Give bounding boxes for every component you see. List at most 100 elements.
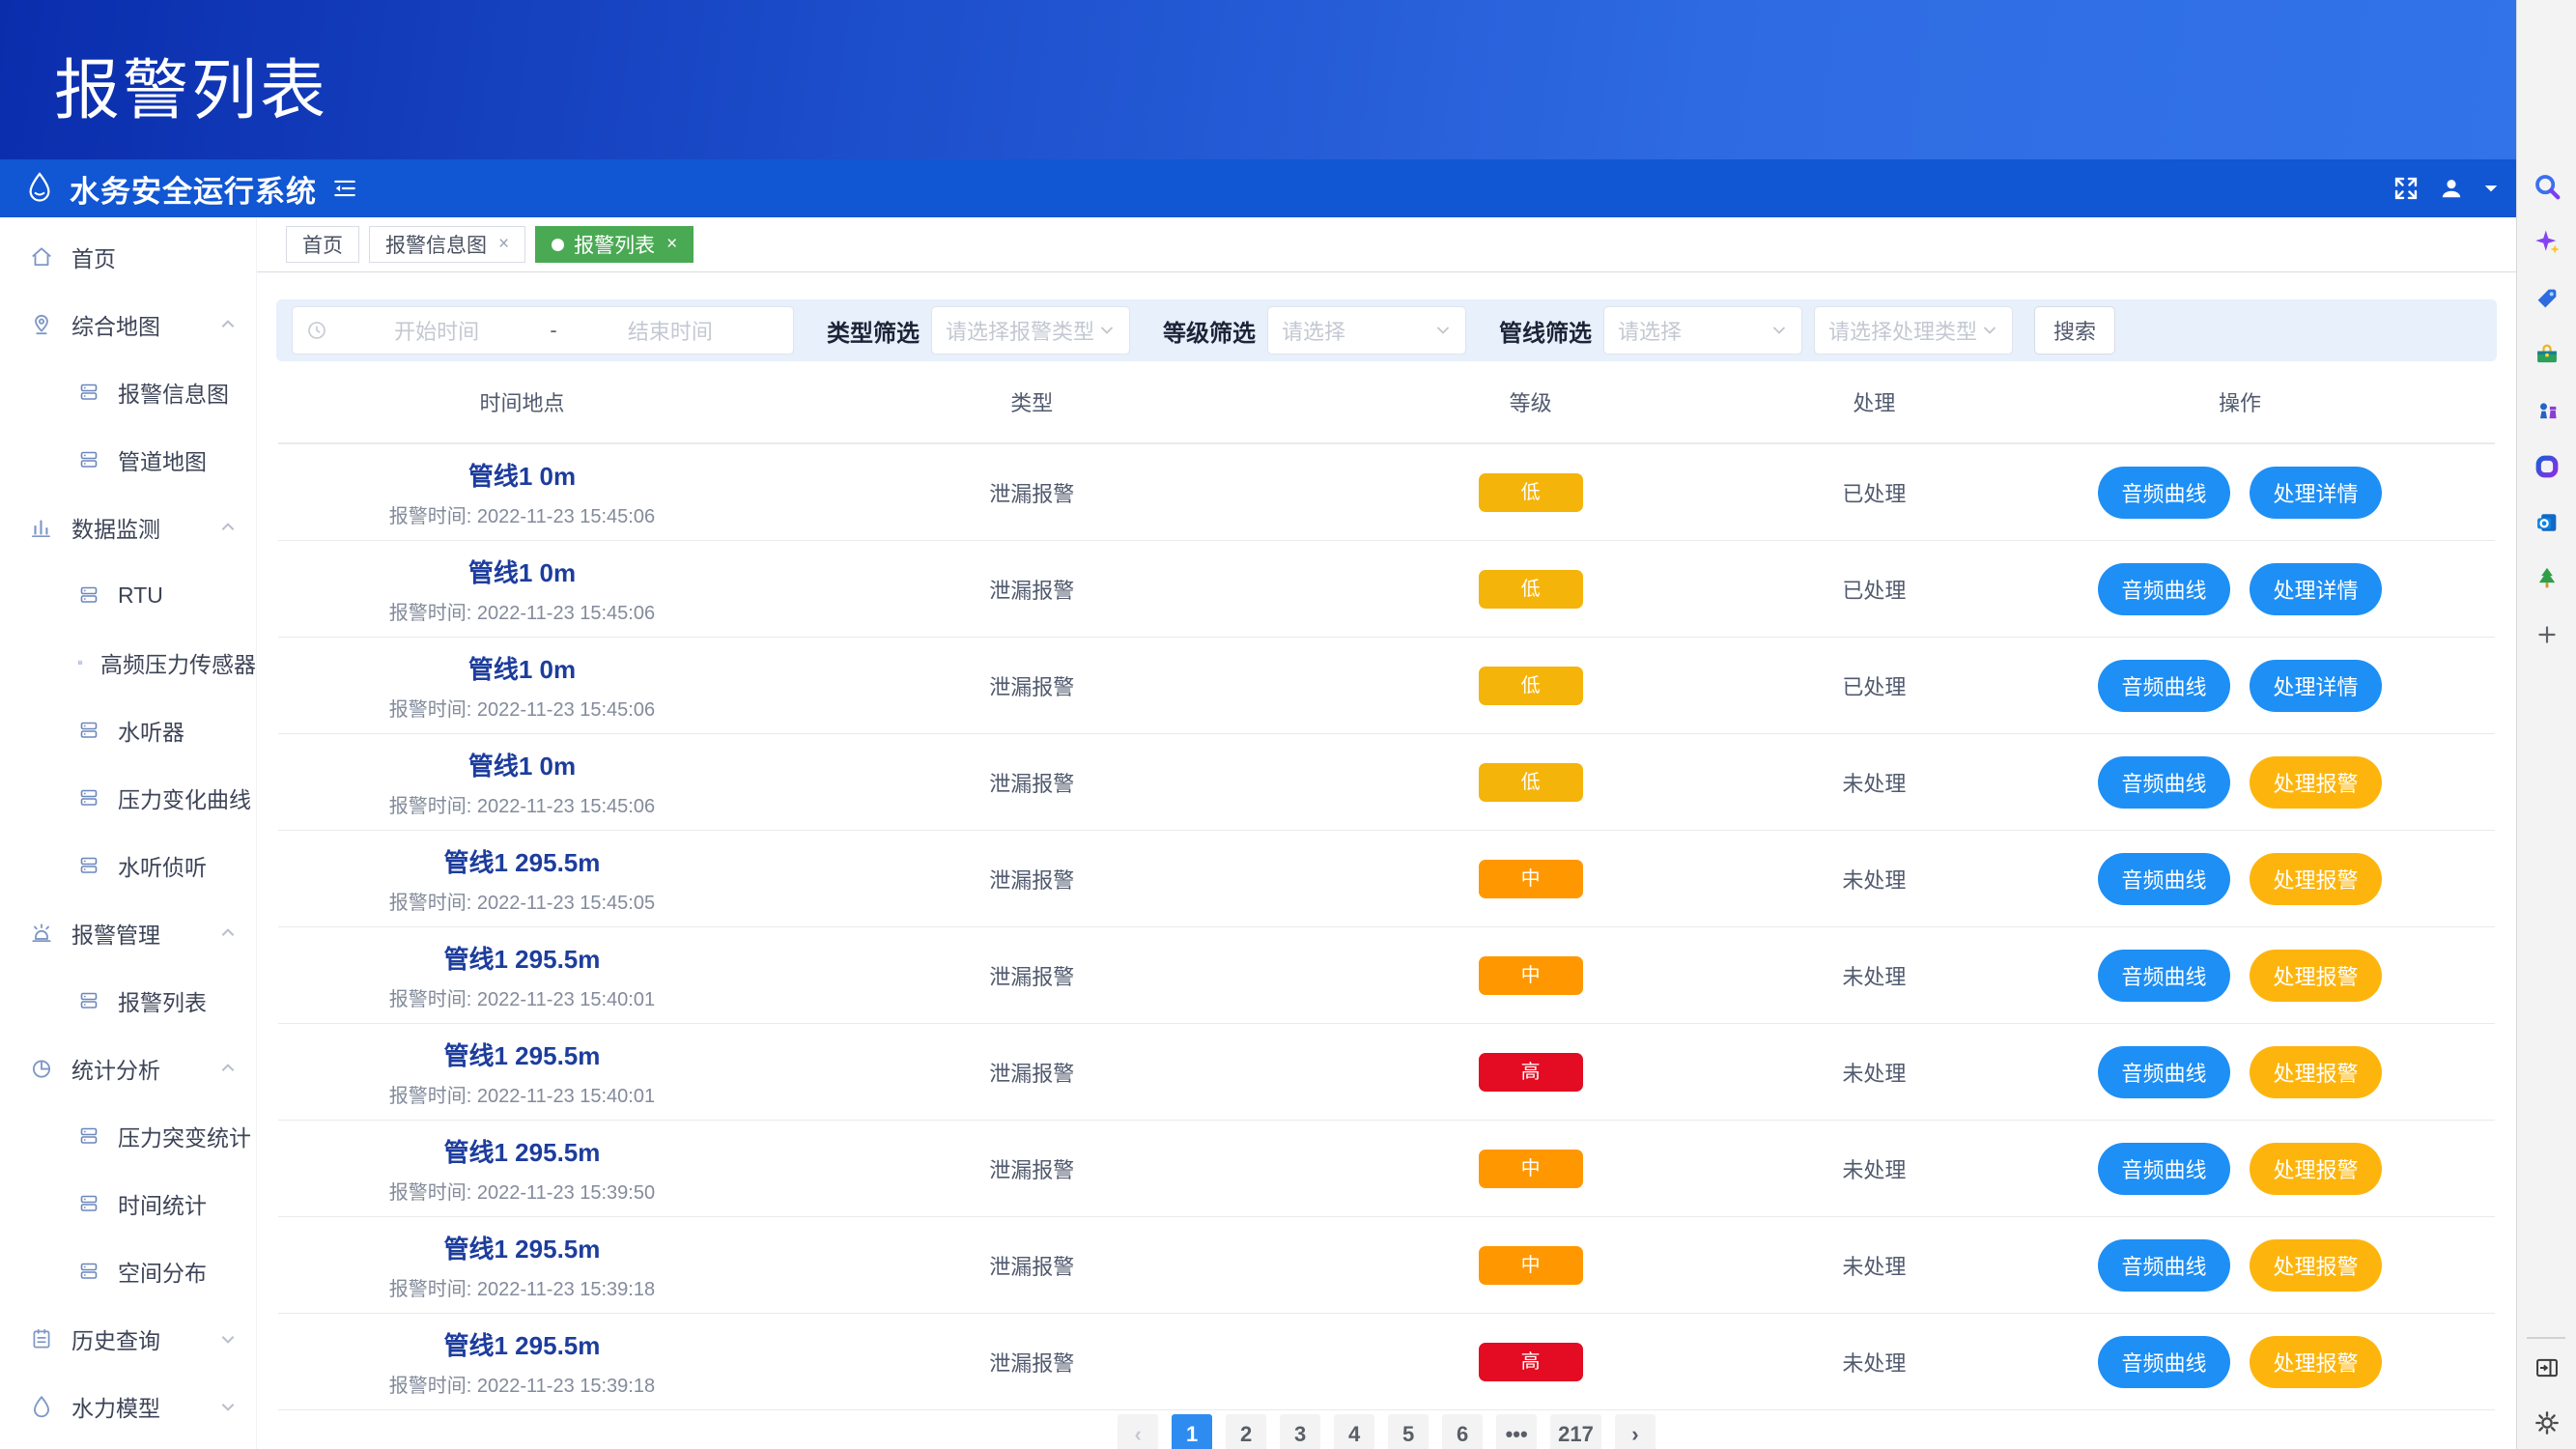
audio-curve-button[interactable]: 音频曲线 xyxy=(2098,852,2231,905)
tab-alarm-info-map[interactable]: 报警信息图 × xyxy=(369,226,526,263)
sidebar-item-pressure-curve[interactable]: 压力变化曲线 xyxy=(0,764,256,832)
search-button[interactable]: 搜索 xyxy=(2034,306,2115,355)
alarm-location: 管线1 295.5m xyxy=(443,1040,601,1070)
handle-status: 未处理 xyxy=(1842,1254,1907,1279)
sidebar-item-map[interactable]: 综合地图 xyxy=(0,291,256,358)
pagination-next[interactable]: › xyxy=(1614,1414,1656,1449)
copilot-sparkle-icon[interactable] xyxy=(2530,225,2564,260)
audio-curve-button[interactable]: 音频曲线 xyxy=(2098,1238,2231,1292)
pagination-page-3[interactable]: 3 xyxy=(1280,1414,1321,1449)
pipeline-select[interactable]: 请选择 xyxy=(1603,306,1802,355)
sidebar-item-time-stats[interactable]: 时间统计 xyxy=(0,1170,256,1237)
handle-alarm-button[interactable]: 处理报警 xyxy=(2250,949,2383,1002)
settings-gear-icon[interactable] xyxy=(2530,1406,2564,1440)
handle-type-select[interactable]: 请选择处理类型 xyxy=(1814,306,2013,355)
handle-alarm-button[interactable]: 处理报警 xyxy=(2250,755,2383,809)
sidebar-item-pipeline-map[interactable]: 管道地图 xyxy=(0,426,256,494)
handle-alarm-button[interactable]: 处理报警 xyxy=(2250,1238,2383,1292)
pagination-ellipsis[interactable]: ••• xyxy=(1496,1414,1538,1449)
sidebar-item-hydrophone-listen[interactable]: 水听侦听 xyxy=(0,832,256,899)
audio-curve-button[interactable]: 音频曲线 xyxy=(2098,755,2231,809)
alarm-location: 管线1 295.5m xyxy=(443,1234,601,1264)
alarm-type: 泄漏报警 xyxy=(989,964,1075,989)
audio-curve-button[interactable]: 音频曲线 xyxy=(2098,1045,2231,1098)
alarm-time: 报警时间: 2022-11-23 15:39:18 xyxy=(388,1278,656,1300)
audio-curve-button[interactable]: 音频曲线 xyxy=(2098,1335,2231,1388)
alarm-time: 报警时间: 2022-11-23 15:39:18 xyxy=(388,1375,656,1397)
alarm-time: 报警时间: 2022-11-23 15:40:01 xyxy=(388,988,656,1010)
user-avatar-icon[interactable] xyxy=(2439,176,2464,201)
pagination-page-217[interactable]: 217 xyxy=(1550,1414,1601,1449)
handle-detail-button[interactable]: 处理详情 xyxy=(2250,562,2383,615)
card-stack-icon xyxy=(80,384,98,400)
handle-alarm-button[interactable]: 处理报警 xyxy=(2250,852,2383,905)
outlook-icon[interactable] xyxy=(2530,505,2564,540)
date-range-input[interactable]: 开始时间 - 结束时间 xyxy=(292,306,794,355)
sidebar-item-hf-pressure-sensor[interactable]: 高频压力传感器 xyxy=(0,629,256,696)
level-badge: 中 xyxy=(1478,859,1583,898)
caret-down-icon[interactable] xyxy=(2483,183,2499,194)
navbar-right xyxy=(2392,175,2516,202)
audio-curve-button[interactable]: 音频曲线 xyxy=(2098,466,2231,519)
chevron-up-icon xyxy=(219,1060,237,1077)
sidebar-item-history-query[interactable]: 历史查询 xyxy=(0,1305,256,1373)
games-chess-icon[interactable] xyxy=(2530,393,2564,428)
shopping-tag-icon[interactable] xyxy=(2530,281,2564,316)
alarm-location: 管线1 295.5m xyxy=(443,1330,601,1360)
type-filter-label: 类型筛选 xyxy=(827,320,920,347)
handle-detail-button[interactable]: 处理详情 xyxy=(2250,659,2383,712)
alarm-location: 管线1 295.5m xyxy=(443,847,601,877)
sidebar-item-hydraulic-model[interactable]: 水力模型 xyxy=(0,1373,256,1440)
alarm-location: 管线1 0m xyxy=(467,557,577,587)
level-select[interactable]: 请选择 xyxy=(1267,306,1466,355)
pagination-prev[interactable]: ‹ xyxy=(1118,1414,1159,1449)
start-time-placeholder: 开始时间 xyxy=(394,320,480,344)
alarm-time: 报警时间: 2022-11-23 15:45:06 xyxy=(388,602,656,624)
alarm-location: 管线1 0m xyxy=(467,751,577,781)
chevron-up-icon xyxy=(219,924,237,942)
column-header-status: 处理 xyxy=(1853,391,1896,415)
alarm-location: 管线1 295.5m xyxy=(443,944,601,974)
pagination-page-4[interactable]: 4 xyxy=(1334,1414,1375,1449)
sidebar-item-rtu[interactable]: RTU xyxy=(0,561,256,629)
open-sidebar-panel-icon[interactable] xyxy=(2530,1350,2564,1385)
audio-curve-button[interactable]: 音频曲线 xyxy=(2098,949,2231,1002)
search-icon[interactable] xyxy=(2530,169,2564,204)
pagination-page-2[interactable]: 2 xyxy=(1226,1414,1267,1449)
microsoft-365-icon[interactable] xyxy=(2530,449,2564,484)
pagination-page-5[interactable]: 5 xyxy=(1388,1414,1430,1449)
handle-detail-button[interactable]: 处理详情 xyxy=(2250,466,2383,519)
table-row: 管线1 0m 报警时间: 2022-11-23 15:45:06 泄漏报警 低 已… xyxy=(278,444,2495,541)
tab-alarm-list[interactable]: 报警列表 × xyxy=(535,226,694,263)
sidebar-item-statistics[interactable]: 统计分析 xyxy=(0,1035,256,1102)
menu-fold-icon[interactable] xyxy=(332,176,357,201)
close-icon[interactable]: × xyxy=(498,234,510,254)
handle-alarm-button[interactable]: 处理报警 xyxy=(2250,1335,2383,1388)
sidebar-item-home[interactable]: 首页 xyxy=(0,223,256,291)
pagination-page-6[interactable]: 6 xyxy=(1442,1414,1484,1449)
sidebar-item-alarm-list[interactable]: 报警列表 xyxy=(0,967,256,1035)
sidebar-item-alarm-info-map[interactable]: 报警信息图 xyxy=(0,358,256,426)
fullscreen-icon[interactable] xyxy=(2392,175,2420,202)
sidebar-item-hydrophone[interactable]: 水听器 xyxy=(0,696,256,764)
alarm-type-select[interactable]: 请选择报警类型 xyxy=(931,306,1130,355)
handle-alarm-button[interactable]: 处理报警 xyxy=(2250,1142,2383,1195)
add-icon[interactable] xyxy=(2530,617,2564,652)
sidebar-item-data-monitor[interactable]: 数据监测 xyxy=(0,494,256,561)
sidebar-item-pressure-mutation-stats[interactable]: 压力突变统计 xyxy=(0,1102,256,1170)
alarm-time: 报警时间: 2022-11-23 15:40:01 xyxy=(388,1085,656,1107)
audio-curve-button[interactable]: 音频曲线 xyxy=(2098,1142,2231,1195)
pagination-page-1[interactable]: 1 xyxy=(1172,1414,1213,1449)
sidebar-item-spatial-distribution[interactable]: 空间分布 xyxy=(0,1237,256,1305)
sidebar-item-alarm-management[interactable]: 报警管理 xyxy=(0,899,256,967)
audio-curve-button[interactable]: 音频曲线 xyxy=(2098,659,2231,712)
close-icon[interactable]: × xyxy=(666,234,678,254)
toolbox-icon[interactable] xyxy=(2530,337,2564,372)
tab-home[interactable]: 首页 xyxy=(286,226,359,263)
handle-alarm-button[interactable]: 处理报警 xyxy=(2250,1045,2383,1098)
audio-curve-button[interactable]: 音频曲线 xyxy=(2098,562,2231,615)
tree-planting-icon[interactable] xyxy=(2530,561,2564,596)
alarm-type: 泄漏报警 xyxy=(989,867,1075,893)
alarm-time: 报警时间: 2022-11-23 15:45:06 xyxy=(388,698,656,721)
page-title: 报警列表 xyxy=(54,54,329,128)
